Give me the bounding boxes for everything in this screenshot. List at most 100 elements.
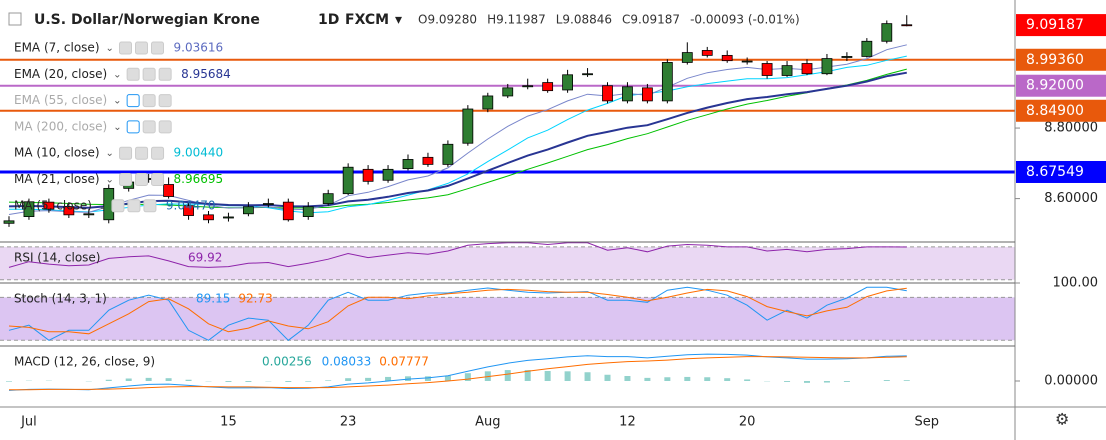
candle-body [302,206,314,218]
price-label: 8.84900 [1026,103,1084,119]
candle-body [462,108,474,144]
x-tick-label: 12 [619,415,636,430]
candle-body [402,159,414,170]
collapse-icon[interactable] [8,12,22,26]
price-label-bg [1016,160,1106,183]
candle-body [801,63,813,75]
indicator-button[interactable] [126,120,140,134]
indicator-name: MA (21, close) [14,172,100,186]
legend-value: 0.08033 [322,355,372,369]
indicator-value: 9.03616 [174,41,224,55]
indicator-button[interactable] [142,94,156,108]
candle-body [861,40,873,57]
indicator-button[interactable] [135,41,148,55]
legend-value: 69.92 [188,251,222,265]
indicator-button[interactable] [119,41,132,55]
histogram-bar [724,378,731,381]
price-label: 8.67549 [1026,164,1084,180]
histogram-bar [883,380,890,381]
candle-body [203,214,214,221]
indicator-value: 9.00440 [174,146,224,160]
x-tick-label: Aug [475,415,500,430]
histogram-bar [125,378,132,381]
ohlc-value: L9.08846 [556,13,612,27]
indicator-button[interactable] [151,146,165,160]
indicator-line [9,55,907,214]
candle-body [781,65,793,76]
price-label-bg [1016,99,1106,122]
menu-caret[interactable]: ▾ [395,12,402,28]
candle-body [881,23,893,42]
indicator-line [8,287,907,335]
histogram-bar [784,381,791,382]
candle-body [422,156,434,165]
pane-title: RSI (14, close) [14,251,100,265]
indicator-button[interactable] [126,94,140,108]
histogram-bar [544,371,551,381]
indicator-button[interactable] [151,41,164,55]
candle-body [83,213,95,216]
indicator-value: 8.95684 [181,67,231,81]
indicator-button[interactable] [143,199,157,213]
candle-body [542,82,554,92]
histogram-bar [604,374,611,381]
indicator-line [9,356,907,391]
candle-body [3,220,15,224]
indicator-button[interactable] [142,120,156,134]
candle-body [43,201,55,210]
indicator-button[interactable] [151,173,165,186]
indicator-button[interactable] [119,146,133,160]
candle-body [841,56,853,58]
indicator-line [8,353,907,391]
indicator-button[interactable] [142,67,156,81]
interval[interactable]: 1D [318,12,339,28]
caret: ⌄ [106,43,114,54]
price-label: 9.09187 [1026,17,1084,33]
histogram-bar [345,378,352,381]
x-tick-label: Jul [20,415,37,430]
ohlc-value: O9.09280 [418,13,477,27]
histogram-bar [385,376,392,381]
histogram-bar [245,381,252,382]
candle-body [522,85,534,88]
indicator-name: MA (10, close) [14,146,100,160]
indicator-button[interactable] [135,146,149,160]
candle-body [163,184,175,197]
histogram-bar [325,380,332,381]
candle-body [482,95,494,110]
histogram-bar [6,381,12,382]
price-label: 8.92000 [1026,78,1084,94]
band [0,297,1015,341]
settings-gear[interactable]: ⚙ [1055,410,1069,429]
candle-body [223,216,234,219]
indicator-button[interactable] [158,67,172,81]
price-label-bg [1016,14,1106,37]
indicator-button[interactable] [126,67,140,81]
indicator-value: 8.96695 [174,172,224,186]
y-tick-label: 100.00 [1053,276,1099,291]
indicator-line [8,71,907,209]
candle-body [761,63,773,76]
indicator-button[interactable] [119,173,133,186]
y-tick-label: 8.60000 [1044,191,1098,206]
candle-body [681,52,693,63]
indicator-button[interactable] [127,199,141,213]
indicator-button[interactable] [158,94,172,108]
indicator-button[interactable] [135,173,149,186]
histogram-bar [823,381,830,383]
candle-body [63,206,75,216]
ohlc-value: H9.11987 [487,13,546,27]
histogram-bar [704,377,711,381]
symbol: U.S. Dollar/Norwegian Krone [34,12,260,28]
histogram-bar [624,376,631,381]
candle-body [442,143,454,165]
caret: ⌄ [106,175,114,186]
pane-title: Stoch (14, 3, 1) [14,292,107,306]
candle-body [382,168,394,181]
histogram-bar [285,381,292,382]
legend-value: 0.00256 [262,355,312,369]
indicator-button[interactable] [111,199,125,213]
indicator-button[interactable] [158,120,172,134]
